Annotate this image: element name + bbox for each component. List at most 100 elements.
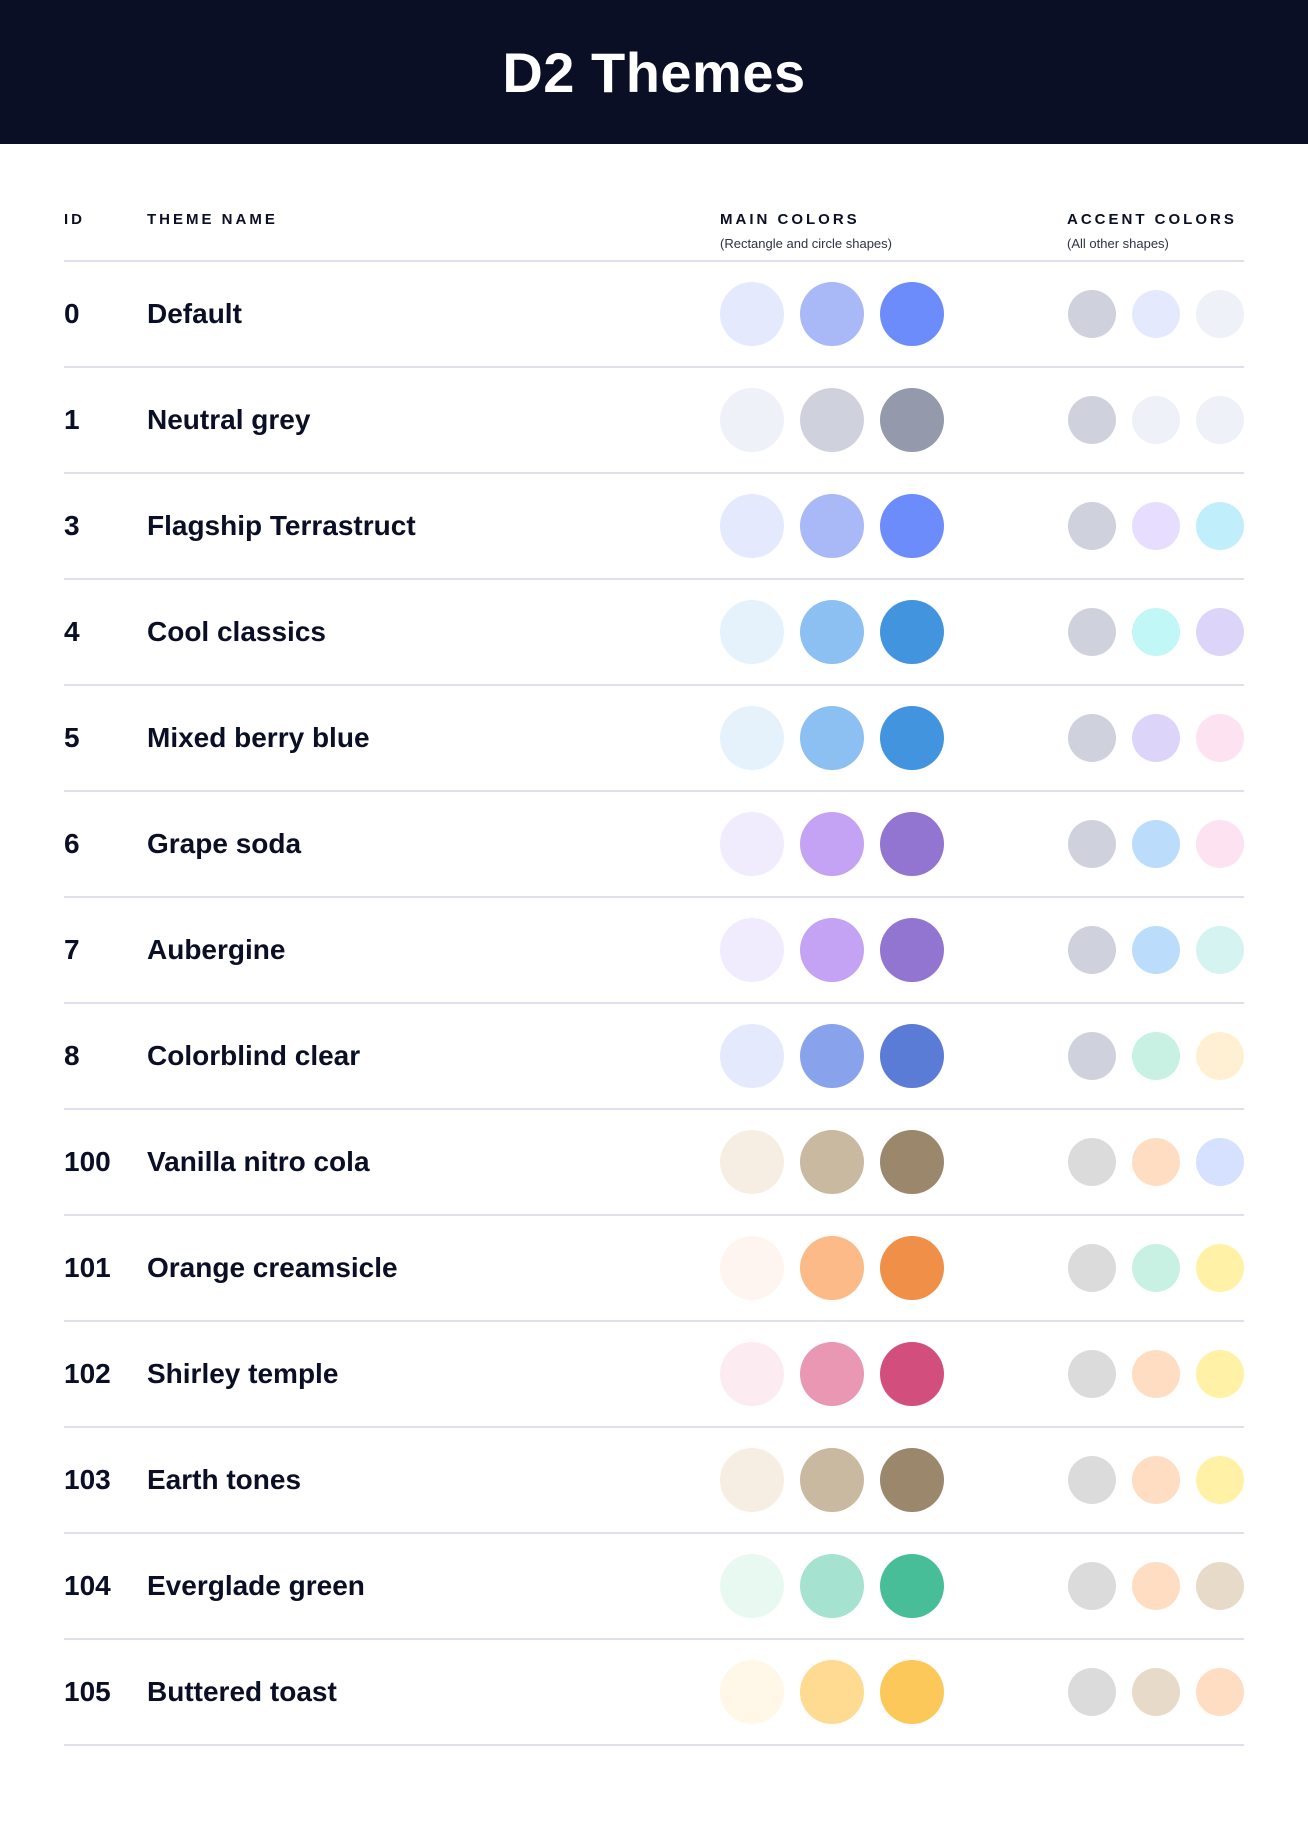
theme-id: 3 — [64, 510, 80, 541]
main-color-swatch — [720, 1554, 784, 1618]
main-color-swatch — [720, 1342, 784, 1406]
theme-name: Colorblind clear — [147, 1040, 361, 1071]
main-color-swatch — [800, 918, 864, 982]
main-color-swatch — [800, 282, 864, 346]
main-color-swatch — [880, 1660, 944, 1724]
column-header-main-colors: MAIN COLORS — [720, 211, 860, 228]
main-color-swatch — [880, 706, 944, 770]
accent-color-swatch — [1196, 1032, 1244, 1080]
accent-color-swatch — [1132, 1138, 1180, 1186]
accent-color-swatch — [1132, 1032, 1180, 1080]
theme-name: Orange creamsicle — [147, 1252, 398, 1283]
accent-color-swatch — [1132, 714, 1180, 762]
accent-color-swatch — [1196, 1138, 1244, 1186]
accent-color-swatch — [1196, 820, 1244, 868]
main-color-swatch — [800, 1130, 864, 1194]
theme-id: 100 — [64, 1146, 111, 1177]
accent-color-swatch — [1068, 926, 1116, 974]
theme-id: 102 — [64, 1358, 111, 1389]
column-header-theme-name: THEME NAME — [147, 211, 278, 228]
theme-id: 105 — [64, 1676, 111, 1707]
theme-name: Buttered toast — [147, 1676, 337, 1707]
accent-color-swatch — [1196, 1668, 1244, 1716]
theme-name: Cool classics — [147, 616, 326, 647]
accent-color-swatch — [1196, 1562, 1244, 1610]
theme-id: 7 — [64, 934, 80, 965]
accent-color-swatch — [1196, 502, 1244, 550]
main-color-swatch — [880, 1554, 944, 1618]
main-color-swatch — [800, 812, 864, 876]
main-color-swatch — [720, 1448, 784, 1512]
accent-color-swatch — [1132, 1456, 1180, 1504]
main-color-swatch — [800, 1024, 864, 1088]
accent-color-swatch — [1132, 926, 1180, 974]
theme-id: 6 — [64, 828, 80, 859]
accent-color-swatch — [1068, 820, 1116, 868]
accent-color-swatch — [1068, 290, 1116, 338]
main-color-swatch — [800, 1448, 864, 1512]
accent-color-swatch — [1196, 714, 1244, 762]
theme-id: 101 — [64, 1252, 111, 1283]
theme-name: Neutral grey — [147, 404, 311, 435]
main-color-swatch — [880, 1236, 944, 1300]
main-color-swatch — [880, 812, 944, 876]
page-title: D2 Themes — [502, 40, 806, 104]
theme-name: Flagship Terrastruct — [147, 510, 416, 541]
main-color-swatch — [800, 600, 864, 664]
main-color-swatch — [720, 282, 784, 346]
accent-color-swatch — [1068, 1138, 1116, 1186]
header-divider — [64, 260, 1244, 262]
accent-color-swatch — [1196, 290, 1244, 338]
main-color-swatch — [720, 1236, 784, 1300]
accent-color-swatch — [1132, 502, 1180, 550]
accent-color-swatch — [1132, 1668, 1180, 1716]
accent-color-swatch — [1068, 608, 1116, 656]
accent-color-swatch — [1068, 1456, 1116, 1504]
main-colors-subtitle: (Rectangle and circle shapes) — [720, 236, 892, 251]
theme-id: 8 — [64, 1040, 80, 1071]
accent-color-swatch — [1132, 820, 1180, 868]
main-color-swatch — [720, 600, 784, 664]
accent-color-swatch — [1068, 1032, 1116, 1080]
main-color-swatch — [800, 706, 864, 770]
main-color-swatch — [880, 918, 944, 982]
theme-id: 5 — [64, 722, 80, 753]
theme-name: Aubergine — [147, 934, 286, 965]
main-color-swatch — [720, 706, 784, 770]
accent-color-swatch — [1132, 1350, 1180, 1398]
main-color-swatch — [880, 494, 944, 558]
theme-name: Earth tones — [147, 1464, 302, 1495]
table-row: 4 Cool classics — [64, 580, 1244, 686]
table-row: 6 Grape soda — [64, 792, 1244, 898]
accent-color-swatch — [1196, 396, 1244, 444]
accent-color-swatch — [1132, 396, 1180, 444]
header-banner: D2 Themes — [0, 0, 1308, 144]
main-color-swatch — [800, 1236, 864, 1300]
table-row: 102 Shirley temple — [64, 1322, 1244, 1428]
table-row: 8 Colorblind clear — [64, 1004, 1244, 1110]
main-color-swatch — [880, 282, 944, 346]
column-header-id: ID — [64, 211, 85, 228]
accent-color-swatch — [1196, 1350, 1244, 1398]
accent-color-swatch — [1196, 926, 1244, 974]
table-row: 5 Mixed berry blue — [64, 686, 1244, 792]
accent-color-swatch — [1196, 608, 1244, 656]
accent-color-swatch — [1132, 1244, 1180, 1292]
theme-name: Default — [147, 298, 242, 329]
main-color-swatch — [720, 918, 784, 982]
accent-color-swatch — [1132, 290, 1180, 338]
main-color-swatch — [800, 388, 864, 452]
accent-color-swatch — [1132, 1562, 1180, 1610]
table-row: 1 Neutral grey — [64, 368, 1244, 474]
accent-color-swatch — [1068, 1244, 1116, 1292]
main-color-swatch — [880, 1130, 944, 1194]
main-color-swatch — [800, 494, 864, 558]
theme-id: 1 — [64, 404, 80, 435]
main-color-swatch — [720, 494, 784, 558]
theme-name: Shirley temple — [147, 1358, 339, 1389]
accent-color-swatch — [1196, 1244, 1244, 1292]
main-color-swatch — [800, 1342, 864, 1406]
main-color-swatch — [880, 1342, 944, 1406]
accent-color-swatch — [1068, 396, 1116, 444]
main-color-swatch — [720, 1130, 784, 1194]
